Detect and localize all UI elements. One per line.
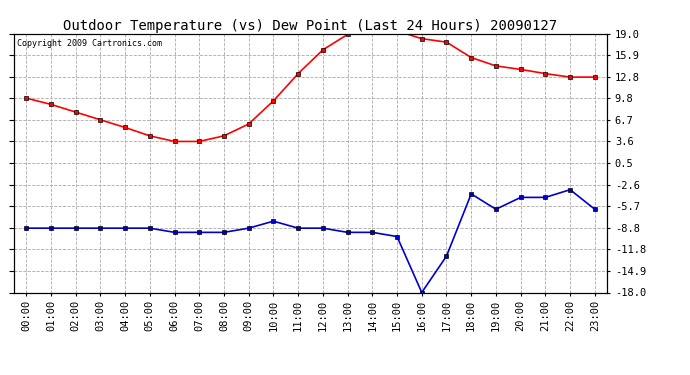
Text: Copyright 2009 Cartronics.com: Copyright 2009 Cartronics.com	[17, 39, 161, 48]
Title: Outdoor Temperature (vs) Dew Point (Last 24 Hours) 20090127: Outdoor Temperature (vs) Dew Point (Last…	[63, 19, 558, 33]
